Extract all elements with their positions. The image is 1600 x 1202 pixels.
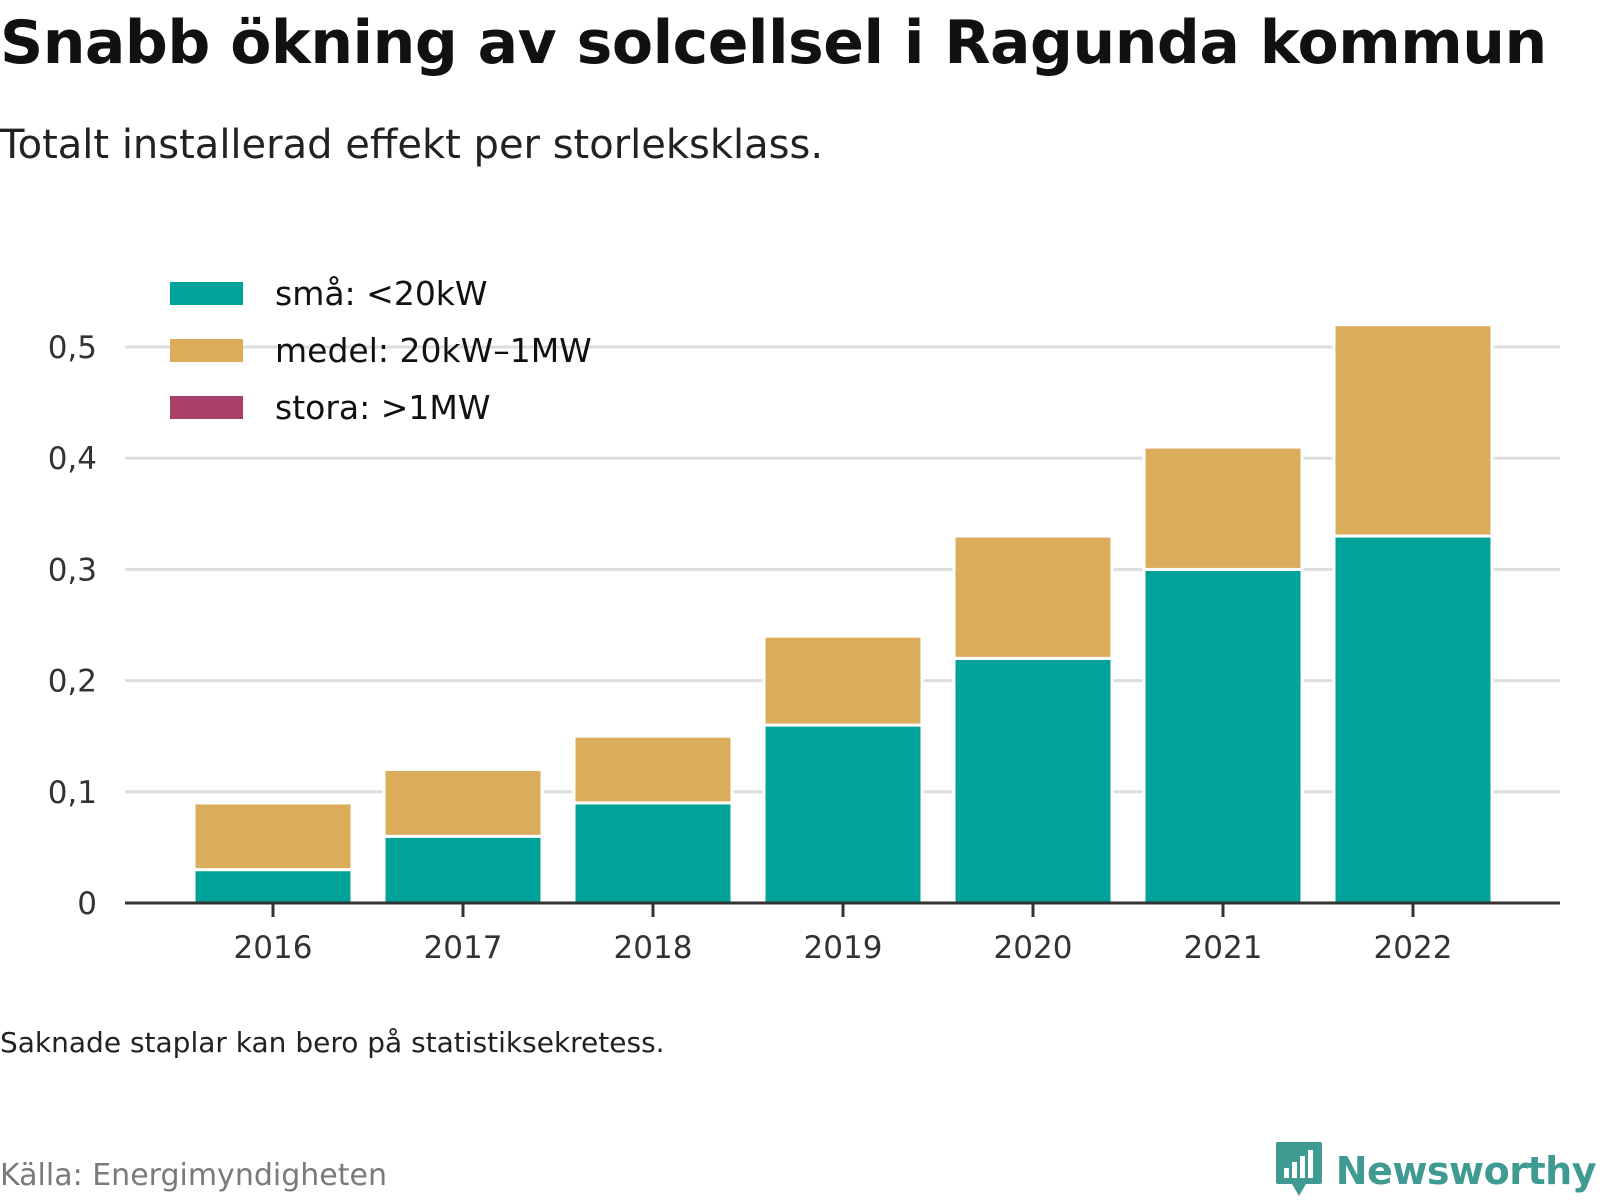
bar-segment (192, 868, 354, 905)
y-tick-label: 0 (77, 886, 97, 922)
y-tick-label: 0,2 (48, 664, 97, 700)
y-tick-label: 0,3 (48, 552, 97, 588)
bar-segment (762, 634, 924, 727)
bar-segment (572, 734, 734, 805)
bar-chart: 0 0,1 0,2 0,3 0,4 0,5 2016 2017 2018 2019 2020 202… (48, 274, 1560, 966)
bar-segment (572, 801, 734, 905)
bar-segment (1142, 567, 1304, 905)
legend-swatch (170, 282, 243, 305)
x-tick-label: 2021 (1184, 930, 1263, 966)
bar-segment (1142, 445, 1304, 571)
y-tick-label: 0,4 (48, 441, 97, 477)
x-axis: 2016 2017 2018 2019 2020 2021 2022 (125, 901, 1560, 966)
bar-chart-speech-bubble-icon (1274, 1140, 1324, 1202)
legend-label: små: <20kW (275, 274, 488, 313)
y-tick-label: 0,5 (48, 330, 97, 366)
footnote: Saknade staplar kan bero på statistiksek… (0, 1026, 665, 1059)
bar-segment (952, 656, 1114, 905)
bars (192, 323, 1494, 905)
x-tick-label: 2022 (1374, 930, 1453, 966)
y-tick-label: 0,1 (48, 775, 97, 811)
brand-logo: Newsworthy (1274, 1140, 1597, 1202)
bar-segment (762, 723, 924, 905)
x-tick-label: 2019 (804, 930, 883, 966)
bar-segment (1332, 323, 1494, 538)
x-tick-label: 2016 (234, 930, 313, 966)
bar-segment (1332, 534, 1494, 905)
source-note: Källa: Energimyndigheten (0, 1158, 387, 1193)
chart-subtitle: Totalt installerad effekt per storlekskl… (0, 122, 824, 168)
brand-name: Newsworthy (1335, 1149, 1597, 1193)
bar-segment (192, 801, 354, 872)
x-tick-label: 2017 (424, 930, 503, 966)
legend-swatch (170, 339, 243, 362)
bar-segment (952, 534, 1114, 660)
legend-label: medel: 20kW–1MW (275, 331, 592, 370)
x-tick-label: 2018 (614, 930, 693, 966)
chart-title: Snabb ökning av solcellsel i Ragunda kom… (0, 8, 1547, 78)
x-tick-label: 2020 (994, 930, 1073, 966)
legend: små: <20kW medel: 20kW–1MW stora: >1MW (170, 274, 592, 427)
legend-label: stora: >1MW (275, 388, 490, 427)
bar-segment (382, 834, 544, 905)
grid-lines: 0 0,1 0,2 0,3 0,4 0,5 (48, 330, 1560, 922)
bar-segment (382, 768, 544, 838)
legend-swatch (170, 396, 243, 419)
